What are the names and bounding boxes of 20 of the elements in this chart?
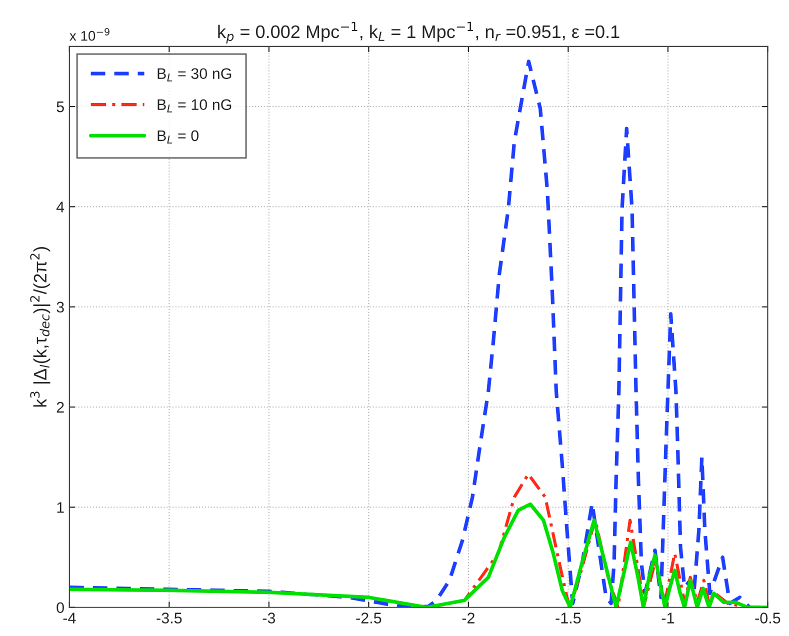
x-tick-label: -3.5 xyxy=(156,612,182,624)
text: k$^{3}$ |Δ$_{l}$(k,τ$_{dec}$)|$^{2}$/(2π$^{2}$) xyxy=(30,247,50,407)
legend-label: B$_{L}$ = 30 nG xyxy=(158,68,232,82)
x-tick-label: -1.5 xyxy=(556,612,581,624)
x-tick-label: -4 xyxy=(63,612,76,624)
y-tick-label: 3 xyxy=(56,302,64,313)
x-tick-label: -2 xyxy=(462,612,474,624)
chart-title: k$_{p}$ = 0.002 Mpc$^{−1}$, k$_{L}$ = 1 Mpc$^{−1}$, n$_{r}$ =0.951, ε =0.1 xyxy=(218,22,620,44)
y-tick-label: 4 xyxy=(56,202,64,212)
x-tick-label: -1 xyxy=(662,612,674,624)
y-tick-label: 0 xyxy=(56,602,64,614)
x-tick-label: -2.5 xyxy=(356,612,382,624)
x-tick-label: -0.5 xyxy=(755,612,780,624)
y-tick-label: 2 xyxy=(56,402,64,413)
y-tick-label: 5 xyxy=(56,102,64,112)
legend-label: B$_{L}$ = 10 nG xyxy=(158,99,232,112)
legend-label: B$_{L}$ = 0 xyxy=(158,130,199,144)
text: x 10$^{−9}$ xyxy=(70,28,110,41)
x-tick-label: -3 xyxy=(262,612,276,624)
y-tick-label: 1 xyxy=(57,502,64,513)
